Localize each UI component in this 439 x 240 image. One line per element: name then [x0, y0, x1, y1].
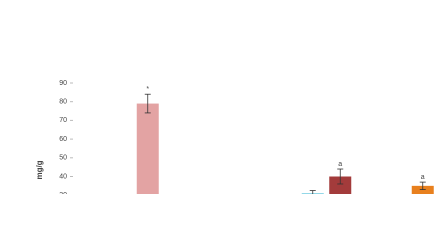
annotation: *: [146, 86, 149, 93]
y-tick-label: 80: [59, 99, 67, 106]
annotation: a: [421, 174, 425, 181]
y-tick-label: 30: [59, 192, 67, 194]
y-tick-label: 90: [59, 80, 67, 87]
y-axis-label: mg/g: [35, 160, 44, 179]
annotation: a: [338, 161, 342, 168]
bar: [329, 176, 352, 194]
chart: mg/g 30 40 50 60 70 80 90 * a a: [35, 80, 434, 194]
y-tick-label: 50: [59, 155, 67, 162]
y-tick-label: 70: [59, 117, 67, 124]
page: mg/g 30405060708090*aa (() => { const da…: [35, 79, 434, 194]
bar: [136, 103, 159, 194]
y-tick-label: 40: [59, 173, 67, 180]
y-tick-label: 60: [59, 136, 67, 143]
